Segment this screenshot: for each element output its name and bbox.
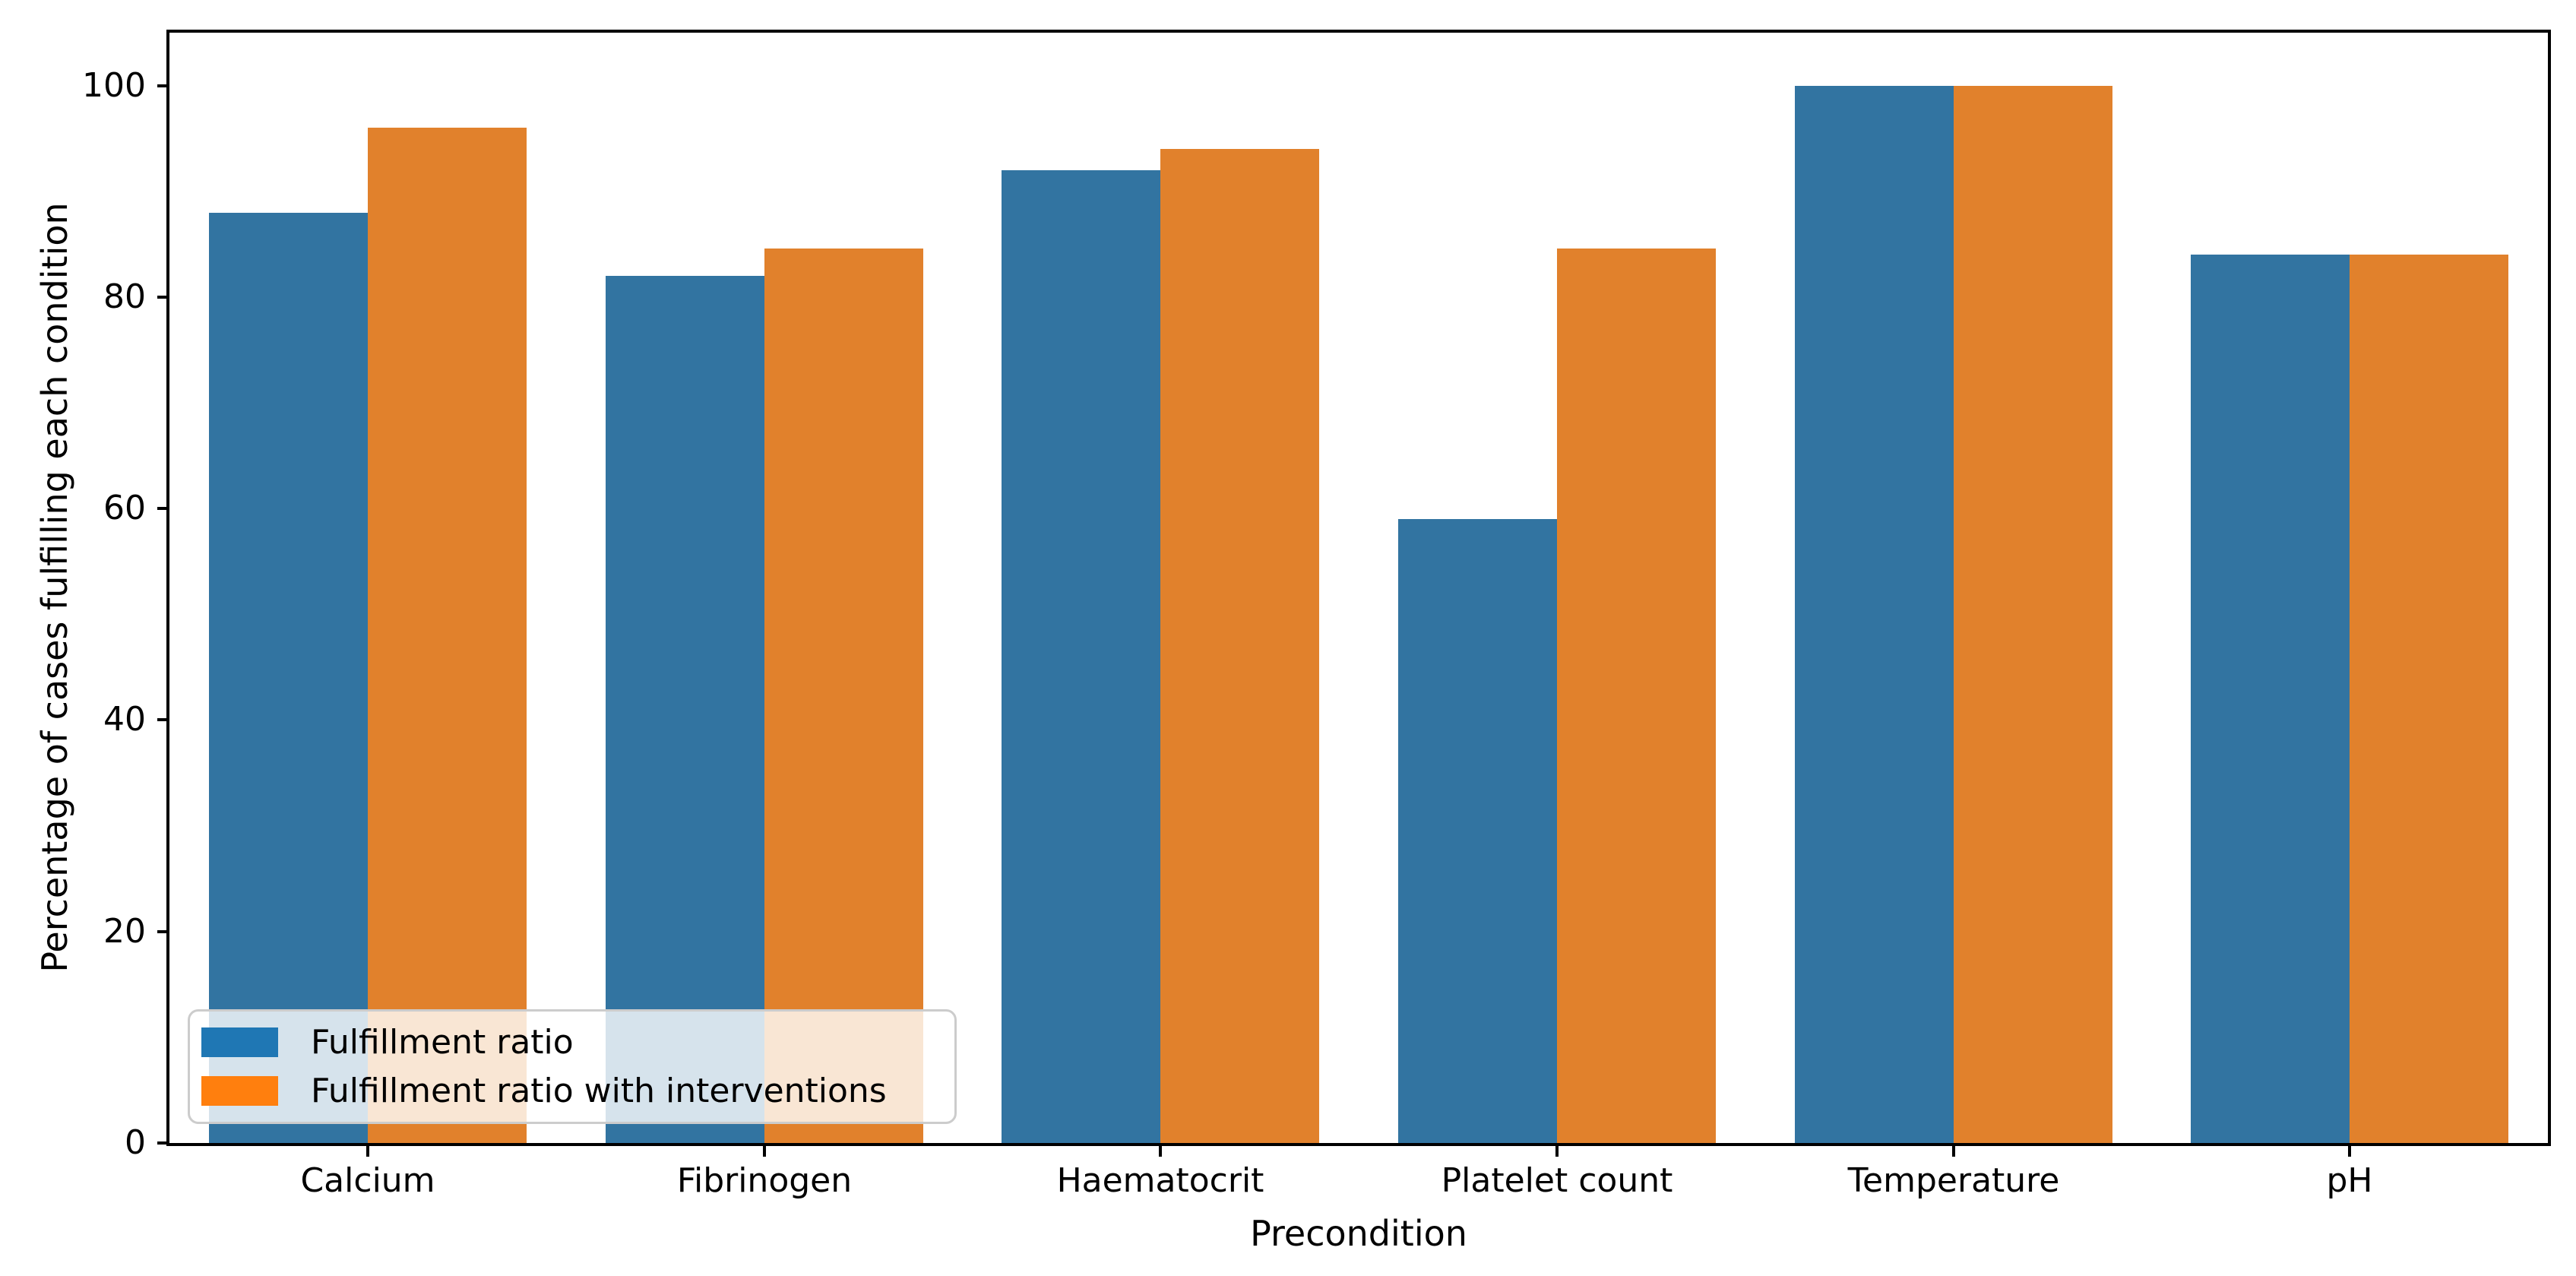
bar-calcium-series-0 xyxy=(209,213,368,1143)
y-tick-label: 40 xyxy=(103,700,146,739)
y-tick-mark xyxy=(157,296,169,299)
bar-fibrinogen-series-0 xyxy=(606,276,764,1143)
y-tick-label: 100 xyxy=(82,66,146,105)
legend-entry: Fulfillment ratio with interventions xyxy=(201,1070,954,1112)
bar-haematocrit-series-1 xyxy=(1160,149,1319,1143)
bar-calcium-series-1 xyxy=(368,128,527,1143)
x-tick-mark xyxy=(1555,1145,1559,1157)
bar-fibrinogen-series-1 xyxy=(764,249,923,1143)
legend-swatch-orange xyxy=(201,1076,278,1106)
legend-label: Fulfillment ratio with interventions xyxy=(311,1072,887,1110)
bar-ph-series-1 xyxy=(2350,255,2508,1143)
x-tick-mark xyxy=(1159,1145,1162,1157)
x-axis-title: Precondition xyxy=(1250,1213,1467,1254)
y-tick-mark xyxy=(157,84,169,87)
y-tick-mark xyxy=(157,930,169,933)
x-tick-mark xyxy=(2348,1145,2351,1157)
plot-area xyxy=(166,30,2551,1146)
bar-platelet-count-series-1 xyxy=(1557,249,1716,1143)
legend: Fulfillment ratio Fulfillment ratio with … xyxy=(188,1009,957,1124)
x-tick-label-platelet-count: Platelet count xyxy=(1441,1161,1673,1200)
bar-haematocrit-series-0 xyxy=(1002,170,1160,1143)
y-tick-mark xyxy=(157,507,169,510)
y-tick-label: 60 xyxy=(103,489,146,527)
y-tick-label: 80 xyxy=(103,277,146,316)
bar-ph-series-0 xyxy=(2191,255,2350,1143)
y-tick-mark xyxy=(157,718,169,721)
bar-temperature-series-0 xyxy=(1795,86,1954,1143)
legend-label: Fulfillment ratio xyxy=(311,1023,574,1062)
x-tick-label-fibrinogen: Fibrinogen xyxy=(676,1161,853,1200)
y-tick-label: 0 xyxy=(125,1123,146,1162)
y-tick-mark xyxy=(157,1141,169,1145)
x-tick-mark xyxy=(1952,1145,1955,1157)
bar-platelet-count-series-0 xyxy=(1398,519,1557,1143)
legend-swatch-blue xyxy=(201,1027,278,1057)
x-tick-label-ph: pH xyxy=(2326,1161,2373,1200)
y-tick-label: 20 xyxy=(103,912,146,951)
bar-temperature-series-1 xyxy=(1954,86,2112,1143)
x-tick-label-temperature: Temperature xyxy=(1847,1161,2060,1200)
y-axis-title: Percentage of cases fulfilling each cond… xyxy=(34,202,75,973)
x-tick-mark xyxy=(366,1145,369,1157)
x-tick-label-haematocrit: Haematocrit xyxy=(1056,1161,1264,1200)
legend-entry: Fulfillment ratio xyxy=(201,1021,954,1063)
x-tick-mark xyxy=(763,1145,766,1157)
x-tick-label-calcium: Calcium xyxy=(300,1161,435,1200)
